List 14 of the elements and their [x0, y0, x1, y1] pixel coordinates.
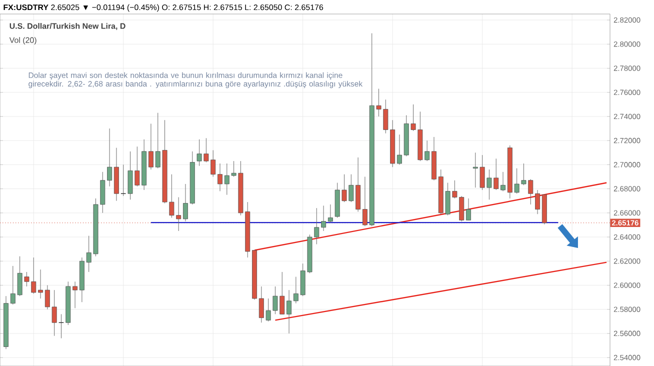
candlestick [72, 281, 78, 308]
candlestick [218, 163, 222, 192]
candlestick [500, 172, 506, 192]
candlestick [38, 269, 43, 299]
candlestick [183, 184, 188, 222]
candlestick [466, 198, 471, 220]
candlestick [321, 205, 326, 232]
candlestick [328, 204, 333, 223]
candlestick [396, 134, 402, 165]
candlestick [362, 176, 368, 226]
candlestick [535, 190, 540, 214]
candlestick [148, 123, 154, 170]
candlestick [286, 290, 292, 334]
candlestick [58, 314, 64, 339]
